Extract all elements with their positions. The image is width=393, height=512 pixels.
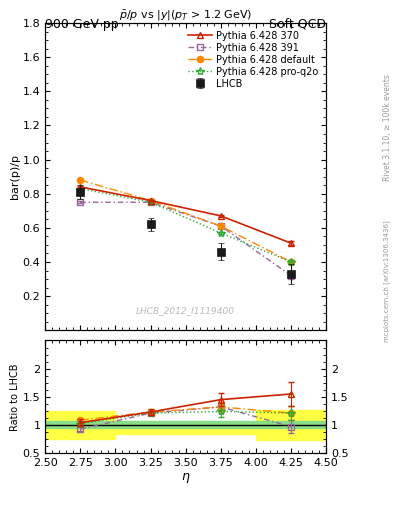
Pythia 6.428 pro-q2o (148, 199, 153, 205)
Pythia 6.428 pro-q2o (219, 230, 223, 236)
Pythia 6.428 391 (219, 223, 223, 229)
Pythia 6.428 391 (289, 272, 294, 279)
Pythia 6.428 370 (148, 198, 153, 204)
Line: Pythia 6.428 370: Pythia 6.428 370 (77, 183, 294, 247)
Y-axis label: Ratio to LHCB: Ratio to LHCB (10, 363, 20, 431)
Pythia 6.428 370 (289, 240, 294, 246)
Line: Pythia 6.428 default: Pythia 6.428 default (77, 177, 294, 265)
Line: Pythia 6.428 pro-q2o: Pythia 6.428 pro-q2o (76, 184, 295, 266)
Pythia 6.428 391 (78, 199, 83, 205)
Title: $\bar{p}/p$ vs $|y|$($p_{T}$ > 1.2 GeV): $\bar{p}/p$ vs $|y|$($p_{T}$ > 1.2 GeV) (119, 9, 252, 23)
Pythia 6.428 default (219, 223, 223, 229)
Pythia 6.428 default (78, 177, 83, 183)
Text: LHCB_2012_I1119400: LHCB_2012_I1119400 (136, 306, 235, 315)
Pythia 6.428 default (148, 198, 153, 204)
Pythia 6.428 pro-q2o (78, 185, 83, 191)
Pythia 6.428 pro-q2o (289, 259, 294, 265)
Text: mcplots.cern.ch [arXiv:1306.3436]: mcplots.cern.ch [arXiv:1306.3436] (384, 221, 391, 343)
Pythia 6.428 391 (148, 199, 153, 205)
Text: Rivet 3.1.10, ≥ 100k events: Rivet 3.1.10, ≥ 100k events (383, 75, 391, 181)
Text: 900 GeV pp: 900 GeV pp (45, 18, 119, 31)
Pythia 6.428 default (289, 259, 294, 265)
Legend: Pythia 6.428 370, Pythia 6.428 391, Pythia 6.428 default, Pythia 6.428 pro-q2o, : Pythia 6.428 370, Pythia 6.428 391, Pyth… (185, 28, 321, 92)
X-axis label: $\eta$: $\eta$ (181, 471, 191, 485)
Line: Pythia 6.428 391: Pythia 6.428 391 (77, 199, 294, 279)
Pythia 6.428 370 (78, 184, 83, 190)
Pythia 6.428 370 (219, 213, 223, 219)
Y-axis label: bar(p)/p: bar(p)/p (10, 154, 20, 199)
Text: Soft QCD: Soft QCD (269, 18, 326, 31)
